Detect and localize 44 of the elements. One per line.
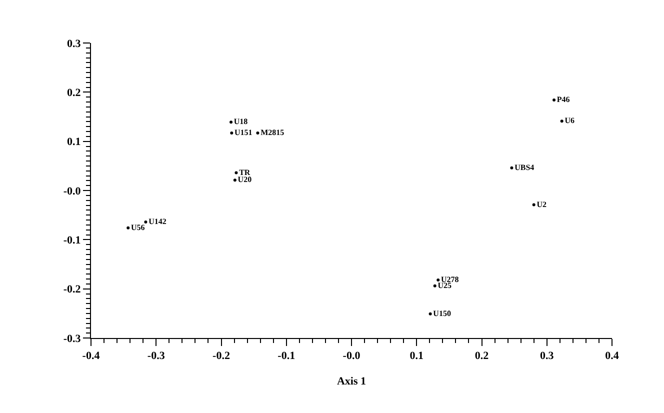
y-tick-label: 0.1 [67, 136, 81, 148]
series-label: TR [239, 168, 250, 177]
x-tick-label: -0.0 [342, 350, 361, 362]
series-label: U6 [564, 116, 575, 126]
y-tick-label: 0.2 [67, 87, 82, 100]
series-label: U20 [238, 175, 252, 184]
series-label: U151 [234, 128, 252, 137]
x-tick-label: 0.1 [410, 350, 424, 362]
point [230, 120, 233, 124]
point [428, 312, 432, 316]
series-label: U150 [433, 308, 451, 318]
series-label: U142 [148, 216, 166, 226]
x-tick-label: -0.4 [82, 350, 100, 362]
series-label: U2 [536, 200, 547, 209]
y-tick-label: 0.3 [67, 38, 82, 50]
x-axis-title: Axis 1 [336, 375, 366, 388]
point [230, 131, 234, 134]
series-label: U18 [234, 117, 248, 126]
point [144, 220, 148, 224]
point [433, 284, 436, 288]
point [510, 166, 514, 170]
point [256, 131, 260, 134]
x-tick-label: -0.2 [212, 350, 230, 362]
series-label: UBS4 [514, 162, 534, 172]
x-tick-label: -0.1 [278, 350, 296, 362]
point [560, 120, 564, 123]
point [234, 171, 238, 174]
y-tick-label: -0.3 [63, 332, 82, 345]
series-label: U56 [130, 222, 145, 232]
series-label: M2815 [260, 128, 284, 137]
series-label: P46 [556, 95, 570, 104]
y-tick-label: -0.2 [63, 284, 82, 296]
x-tick-label: -0.3 [147, 350, 166, 362]
point [436, 278, 440, 282]
point [532, 203, 536, 206]
series-label: U278 [440, 274, 459, 284]
point [233, 178, 236, 182]
point [552, 98, 556, 102]
y-tick-label: -0.1 [63, 234, 81, 247]
x-tick-label: 0.4 [605, 350, 620, 362]
x-tick-label: 0.2 [474, 350, 490, 362]
y-tick-label: -0.0 [63, 185, 82, 198]
x-tick-label: 0.3 [540, 350, 554, 362]
point [126, 226, 130, 230]
